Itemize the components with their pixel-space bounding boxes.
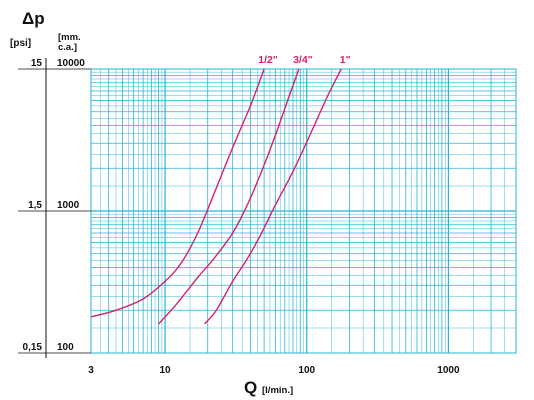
- series-labels: 1/2" 3/4" 1": [258, 54, 350, 66]
- x-axis-units: [l/min.]: [262, 385, 293, 396]
- x-tick-label: 3: [88, 365, 94, 376]
- y-tick-label-mm: 1000: [57, 200, 80, 211]
- series-label-0: 1/2": [258, 54, 278, 66]
- y-tick-label-psi: 1,5: [28, 200, 42, 211]
- series-label-1: 3/4": [293, 54, 313, 66]
- grid: [90, 68, 517, 354]
- x-tick-label: 1000: [437, 365, 460, 376]
- series-label-2: 1": [340, 54, 351, 66]
- series-line-0: [90, 68, 265, 318]
- y-axis-units-mm: [mm. c.a.]: [58, 32, 83, 53]
- y-tick-label-psi: 0,15: [23, 342, 43, 353]
- y-tick-label-mm: 100: [57, 342, 74, 353]
- x-tick-label: 100: [298, 365, 315, 376]
- y-axis-title: Δp: [22, 9, 45, 28]
- series-lines: [90, 68, 342, 325]
- x-tick-label: 10: [160, 365, 172, 376]
- y-tick-label-psi: 15: [31, 58, 43, 69]
- y-axis-units-psi: [psi]: [10, 38, 31, 49]
- series-line-1: [158, 68, 300, 325]
- series-line-2: [204, 68, 342, 325]
- y-tick-label-mm: 10000: [57, 58, 85, 69]
- axis-ticks: 3 10 100 1000 15 10000 1,5 1000 0,15 100: [23, 58, 460, 376]
- x-axis-title: Q: [244, 378, 257, 397]
